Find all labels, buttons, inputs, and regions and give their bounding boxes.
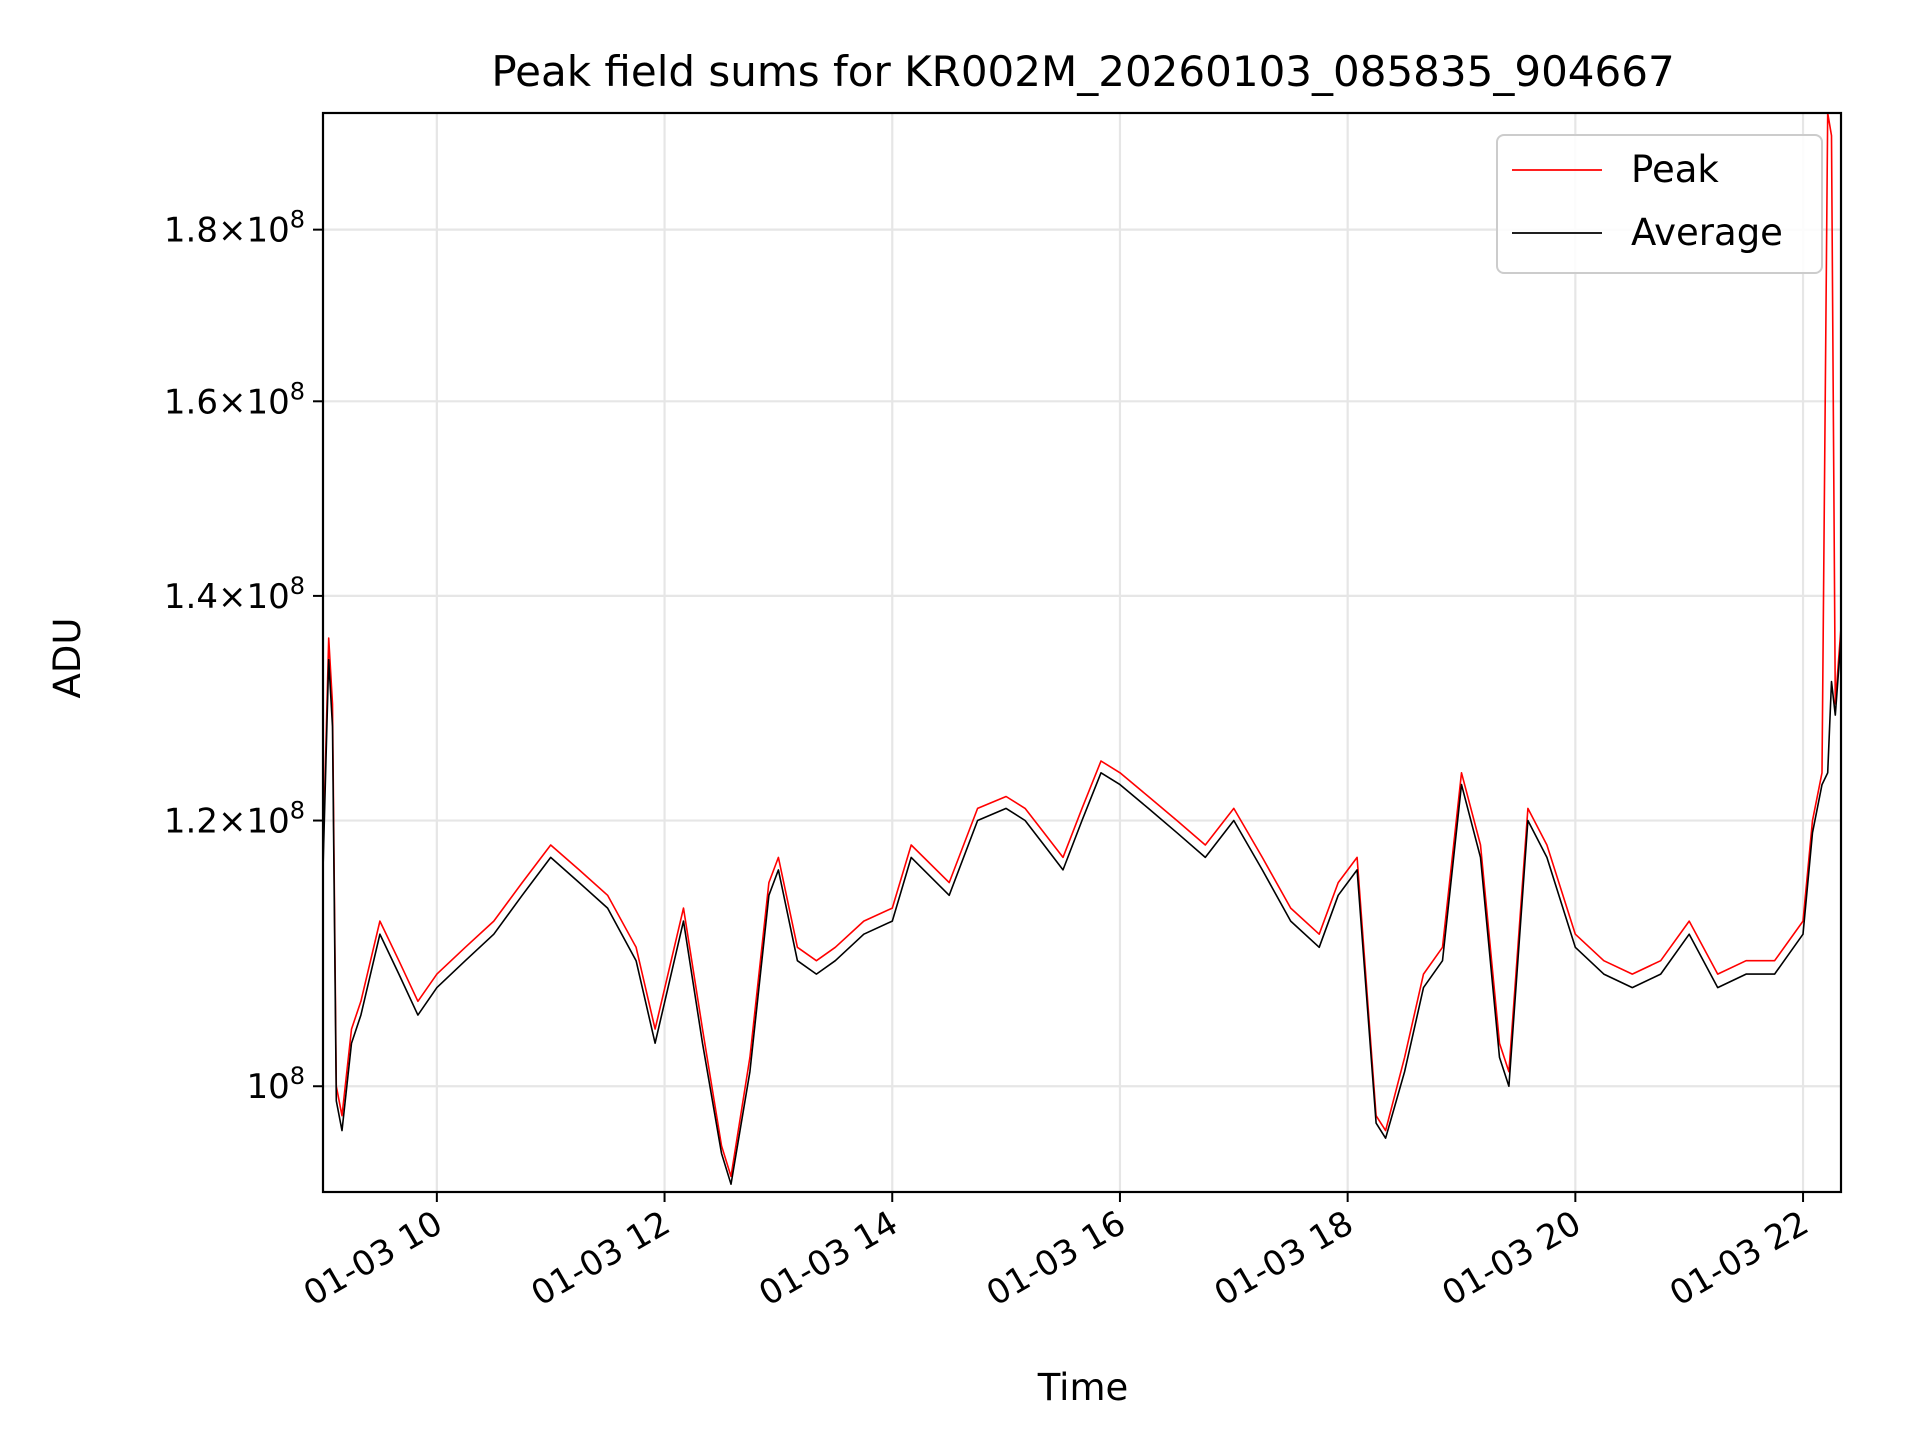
series-line-peak	[323, 113, 1841, 1178]
grid-lines	[323, 113, 1841, 1192]
series-layer	[323, 113, 1841, 1185]
x-axis-label: Time	[1037, 1366, 1129, 1409]
y-tick-label: 1.6×108	[164, 377, 305, 422]
plot-frame	[321, 111, 1843, 1194]
y-tick-label: 1.8×108	[164, 206, 305, 251]
legend-average-label: Average	[1631, 211, 1783, 254]
series-line-average	[323, 638, 1841, 1185]
y-axis-label: ADU	[46, 618, 89, 699]
legend: Peak Average	[1496, 134, 1823, 274]
chart-title: Peak field sums for KR002M_20260103_0858…	[491, 47, 1674, 96]
y-tick-label: 108	[246, 1062, 305, 1107]
legend-peak-label: Peak	[1631, 148, 1719, 191]
y-tick-label: 1.2×108	[164, 797, 305, 842]
y-tick-label: 1.4×108	[164, 572, 305, 617]
